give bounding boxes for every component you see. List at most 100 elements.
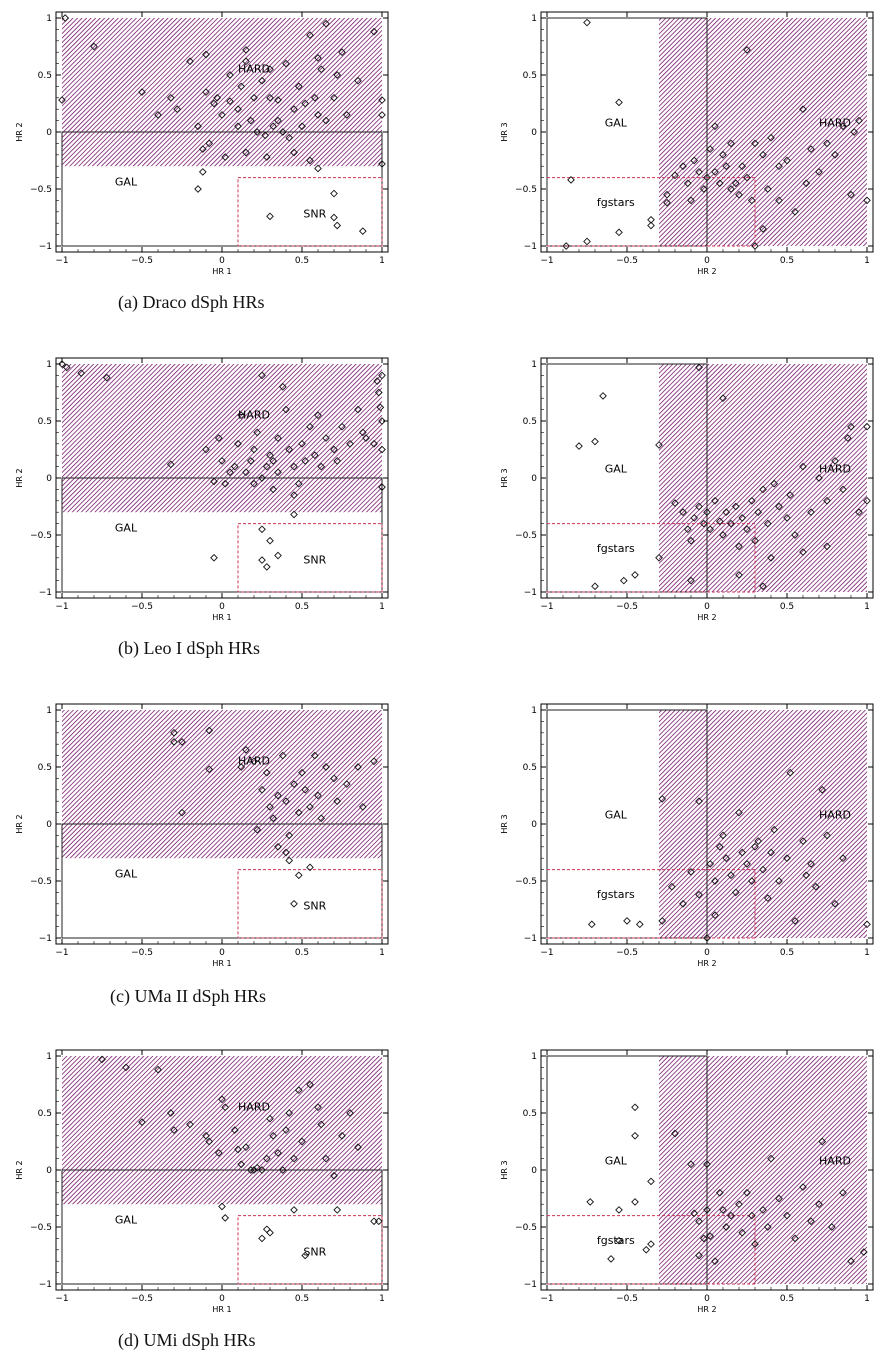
y-axis-label: HR 2 bbox=[15, 814, 24, 833]
data-point bbox=[333, 221, 342, 230]
data-point bbox=[262, 768, 271, 777]
data-point bbox=[667, 882, 676, 891]
data-point bbox=[731, 502, 740, 511]
y-tick-label: −1 bbox=[39, 588, 52, 598]
data-point bbox=[751, 536, 759, 545]
y-tick-label: 0 bbox=[531, 474, 537, 484]
data-point bbox=[294, 871, 303, 880]
data-point bbox=[314, 164, 322, 173]
data-point bbox=[586, 1198, 595, 1206]
data-point bbox=[775, 502, 783, 511]
data-point bbox=[759, 485, 767, 494]
data-point bbox=[802, 179, 811, 188]
data-point bbox=[735, 571, 743, 579]
data-point bbox=[77, 369, 86, 377]
x-tick-label: 0.5 bbox=[295, 1294, 309, 1304]
data-point bbox=[138, 1118, 146, 1126]
data-point bbox=[376, 403, 385, 412]
x-axis-label: HR 1 bbox=[212, 267, 231, 276]
x-tick-label: −0.5 bbox=[131, 1294, 153, 1304]
data-point bbox=[799, 105, 807, 114]
data-point bbox=[703, 508, 711, 517]
region-label-fgstars: fgstars bbox=[597, 888, 635, 901]
data-point bbox=[218, 1095, 226, 1104]
data-point bbox=[655, 553, 663, 562]
data-point bbox=[202, 88, 210, 96]
data-point bbox=[342, 111, 351, 119]
y-tick-label: 0 bbox=[531, 820, 537, 830]
region-label-snr: SNR bbox=[303, 1246, 326, 1259]
data-point bbox=[373, 377, 382, 385]
data-point bbox=[863, 196, 871, 205]
data-point bbox=[642, 1245, 651, 1254]
y-tick-label: −1 bbox=[524, 242, 537, 252]
data-point bbox=[317, 814, 326, 823]
data-point bbox=[214, 434, 223, 442]
data-point bbox=[333, 797, 342, 806]
y-tick-label: −1 bbox=[39, 242, 52, 252]
data-point bbox=[607, 1255, 615, 1263]
data-point bbox=[583, 18, 591, 27]
data-point bbox=[330, 189, 338, 198]
data-point bbox=[230, 1126, 239, 1134]
data-point bbox=[619, 576, 628, 585]
data-point bbox=[647, 1240, 655, 1248]
data-point bbox=[783, 156, 791, 165]
data-point bbox=[807, 508, 815, 517]
data-point bbox=[807, 1217, 815, 1226]
data-point bbox=[690, 1209, 699, 1218]
data-point bbox=[274, 96, 282, 104]
data-point bbox=[690, 514, 699, 522]
y-tick-label: −1 bbox=[524, 588, 537, 598]
y-axis-label: HR 3 bbox=[500, 468, 509, 487]
data-point bbox=[791, 1234, 799, 1243]
x-tick-label: 0 bbox=[219, 1294, 225, 1304]
data-point bbox=[362, 434, 370, 442]
data-point bbox=[378, 445, 386, 454]
data-point bbox=[266, 1228, 274, 1237]
data-point bbox=[242, 468, 250, 477]
x-tick-label: −1 bbox=[55, 948, 68, 958]
data-point bbox=[799, 837, 807, 845]
data-point bbox=[262, 153, 271, 161]
data-point bbox=[715, 1188, 724, 1197]
data-point bbox=[274, 434, 282, 442]
data-point bbox=[575, 442, 583, 450]
data-point bbox=[647, 221, 655, 230]
data-point bbox=[202, 445, 210, 454]
data-point bbox=[706, 145, 715, 153]
y-tick-label: 0 bbox=[531, 1166, 537, 1176]
data-point bbox=[770, 479, 779, 488]
data-point bbox=[330, 93, 338, 102]
data-point bbox=[338, 1131, 346, 1140]
data-point bbox=[282, 797, 290, 806]
x-tick-label: 1 bbox=[864, 256, 870, 266]
fgstars-box bbox=[547, 523, 756, 592]
data-point bbox=[823, 831, 831, 840]
data-point bbox=[317, 1120, 326, 1129]
data-point bbox=[298, 768, 306, 777]
data-point bbox=[322, 1154, 330, 1163]
data-point bbox=[743, 173, 751, 182]
data-point bbox=[290, 780, 298, 788]
data-point bbox=[743, 860, 751, 868]
data-point bbox=[218, 457, 226, 465]
data-point bbox=[743, 525, 751, 534]
data-point bbox=[855, 116, 863, 125]
data-point bbox=[186, 57, 194, 66]
data-point bbox=[258, 1166, 266, 1174]
data-point bbox=[615, 1206, 623, 1214]
data-point bbox=[754, 837, 763, 845]
data-point bbox=[138, 88, 146, 96]
data-point bbox=[262, 563, 271, 571]
data-point bbox=[863, 920, 871, 929]
region-label-gal: GAL bbox=[115, 176, 138, 189]
x-tick-label: −1 bbox=[540, 256, 553, 266]
data-point bbox=[695, 1251, 703, 1260]
data-point bbox=[330, 774, 338, 783]
data-point bbox=[807, 860, 815, 868]
data-point bbox=[314, 54, 322, 62]
data-point bbox=[671, 1129, 679, 1138]
y-tick-label: 1 bbox=[46, 706, 52, 716]
